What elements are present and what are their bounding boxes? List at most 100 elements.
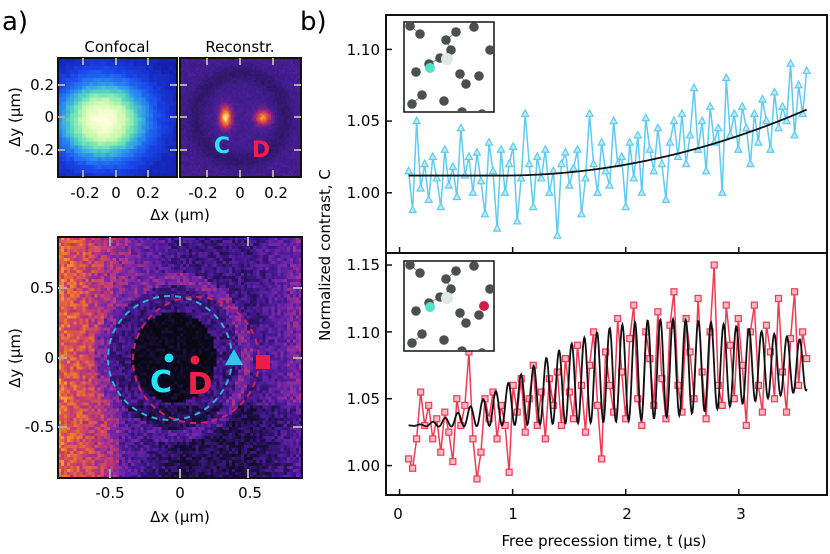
data-point — [445, 428, 453, 436]
fit-curve — [408, 316, 808, 428]
square-marker — [256, 355, 270, 369]
data-point — [795, 381, 803, 389]
top-ytick: 1.10 — [347, 41, 380, 59]
map-label-c: C — [150, 365, 172, 400]
confocal-xtick: -0.2 — [70, 184, 99, 202]
data-point — [654, 308, 662, 316]
data-point — [425, 401, 433, 410]
data-point — [453, 395, 461, 403]
data-point — [790, 288, 799, 296]
data-point — [556, 158, 566, 168]
data-point — [561, 355, 570, 363]
data-point — [713, 122, 723, 132]
data-point — [532, 151, 542, 161]
reconstructed-image — [180, 58, 301, 177]
carbon-atom — [441, 274, 451, 284]
reconstr-title: Reconstr. — [205, 38, 274, 56]
top-ytick: 1.05 — [347, 112, 380, 130]
data-point — [765, 144, 775, 153]
data-point — [576, 209, 587, 218]
map-ytick: 0.5 — [30, 279, 54, 297]
nitrogen-atom-d — [479, 301, 489, 311]
data-point — [492, 223, 502, 232]
data-point — [802, 65, 812, 75]
data-point — [504, 158, 514, 168]
data-point — [721, 72, 731, 82]
data-point — [461, 401, 469, 410]
vacancy-atom — [441, 53, 453, 65]
data-point — [737, 101, 747, 110]
data-point — [717, 187, 727, 196]
carbon-atom — [469, 261, 479, 271]
vacancy-atom — [441, 292, 453, 304]
bottom-ytick: 1.00 — [347, 457, 380, 475]
carbon-atom — [411, 67, 421, 77]
data-point — [803, 355, 811, 363]
confocal-ytick: -0.2 — [25, 141, 54, 159]
map-ylabel: Δy (µm) — [6, 328, 24, 388]
map-ticks — [58, 237, 302, 478]
data-point — [798, 108, 808, 118]
data-point — [634, 395, 642, 403]
map-ytick: -0.5 — [25, 418, 54, 436]
data-point — [629, 173, 639, 182]
data-point — [488, 166, 498, 175]
data-point — [641, 112, 651, 122]
map-label-d: D — [188, 367, 213, 402]
data-point — [540, 144, 550, 153]
bottom-axes-frame — [385, 252, 828, 496]
carbon-atom — [415, 29, 425, 39]
data-point — [449, 457, 457, 466]
carbon-atom — [407, 99, 417, 109]
carbon-atom — [411, 306, 421, 316]
data-point — [645, 144, 655, 153]
data-point — [428, 151, 438, 161]
data-point — [677, 108, 687, 118]
data-point — [658, 375, 666, 383]
data-point — [689, 82, 699, 92]
fit-curve — [408, 108, 808, 177]
data-point — [653, 122, 663, 132]
carbon-atom — [405, 261, 415, 270]
data-point — [729, 108, 739, 118]
carbon-atom — [487, 354, 497, 364]
data-point — [694, 294, 702, 303]
data-point — [601, 166, 611, 175]
data-point — [476, 176, 486, 185]
data-point — [794, 79, 804, 89]
data-point — [609, 115, 619, 125]
top-ytick: 1.00 — [347, 184, 380, 202]
carbon-atom — [487, 115, 497, 125]
top-ylabel: Δy (µm) — [6, 87, 24, 147]
carbon-atom — [446, 284, 456, 294]
bottom-xtick: 2 — [622, 505, 632, 523]
data-point — [605, 180, 615, 189]
carbon-atom — [477, 109, 487, 112]
recon-label-c: C — [214, 134, 230, 159]
data-point — [472, 147, 482, 156]
map-xtick: -0.5 — [95, 484, 124, 502]
top-xlabel: Δx (µm) — [150, 206, 210, 224]
reconstr-xtick: 0.2 — [264, 184, 288, 202]
data-point — [581, 428, 590, 436]
data-point — [440, 144, 450, 153]
data-point — [637, 187, 647, 196]
confocal-ytick: 0 — [44, 108, 54, 126]
data-point — [633, 130, 643, 139]
bottom-xtick: 0 — [393, 505, 403, 523]
data-point — [436, 201, 446, 211]
data-point — [524, 158, 534, 168]
recon-label-d: D — [252, 138, 270, 163]
data-point — [484, 137, 494, 146]
data-point — [468, 187, 478, 196]
data-point — [769, 87, 779, 96]
data-point — [516, 173, 526, 182]
data-point — [480, 209, 490, 218]
data-point — [512, 216, 522, 225]
data-point — [705, 101, 715, 110]
nitrogen-atom-c — [425, 302, 435, 312]
data-point — [424, 194, 434, 204]
confocal-frame — [57, 57, 178, 178]
lattice — [405, 22, 497, 125]
